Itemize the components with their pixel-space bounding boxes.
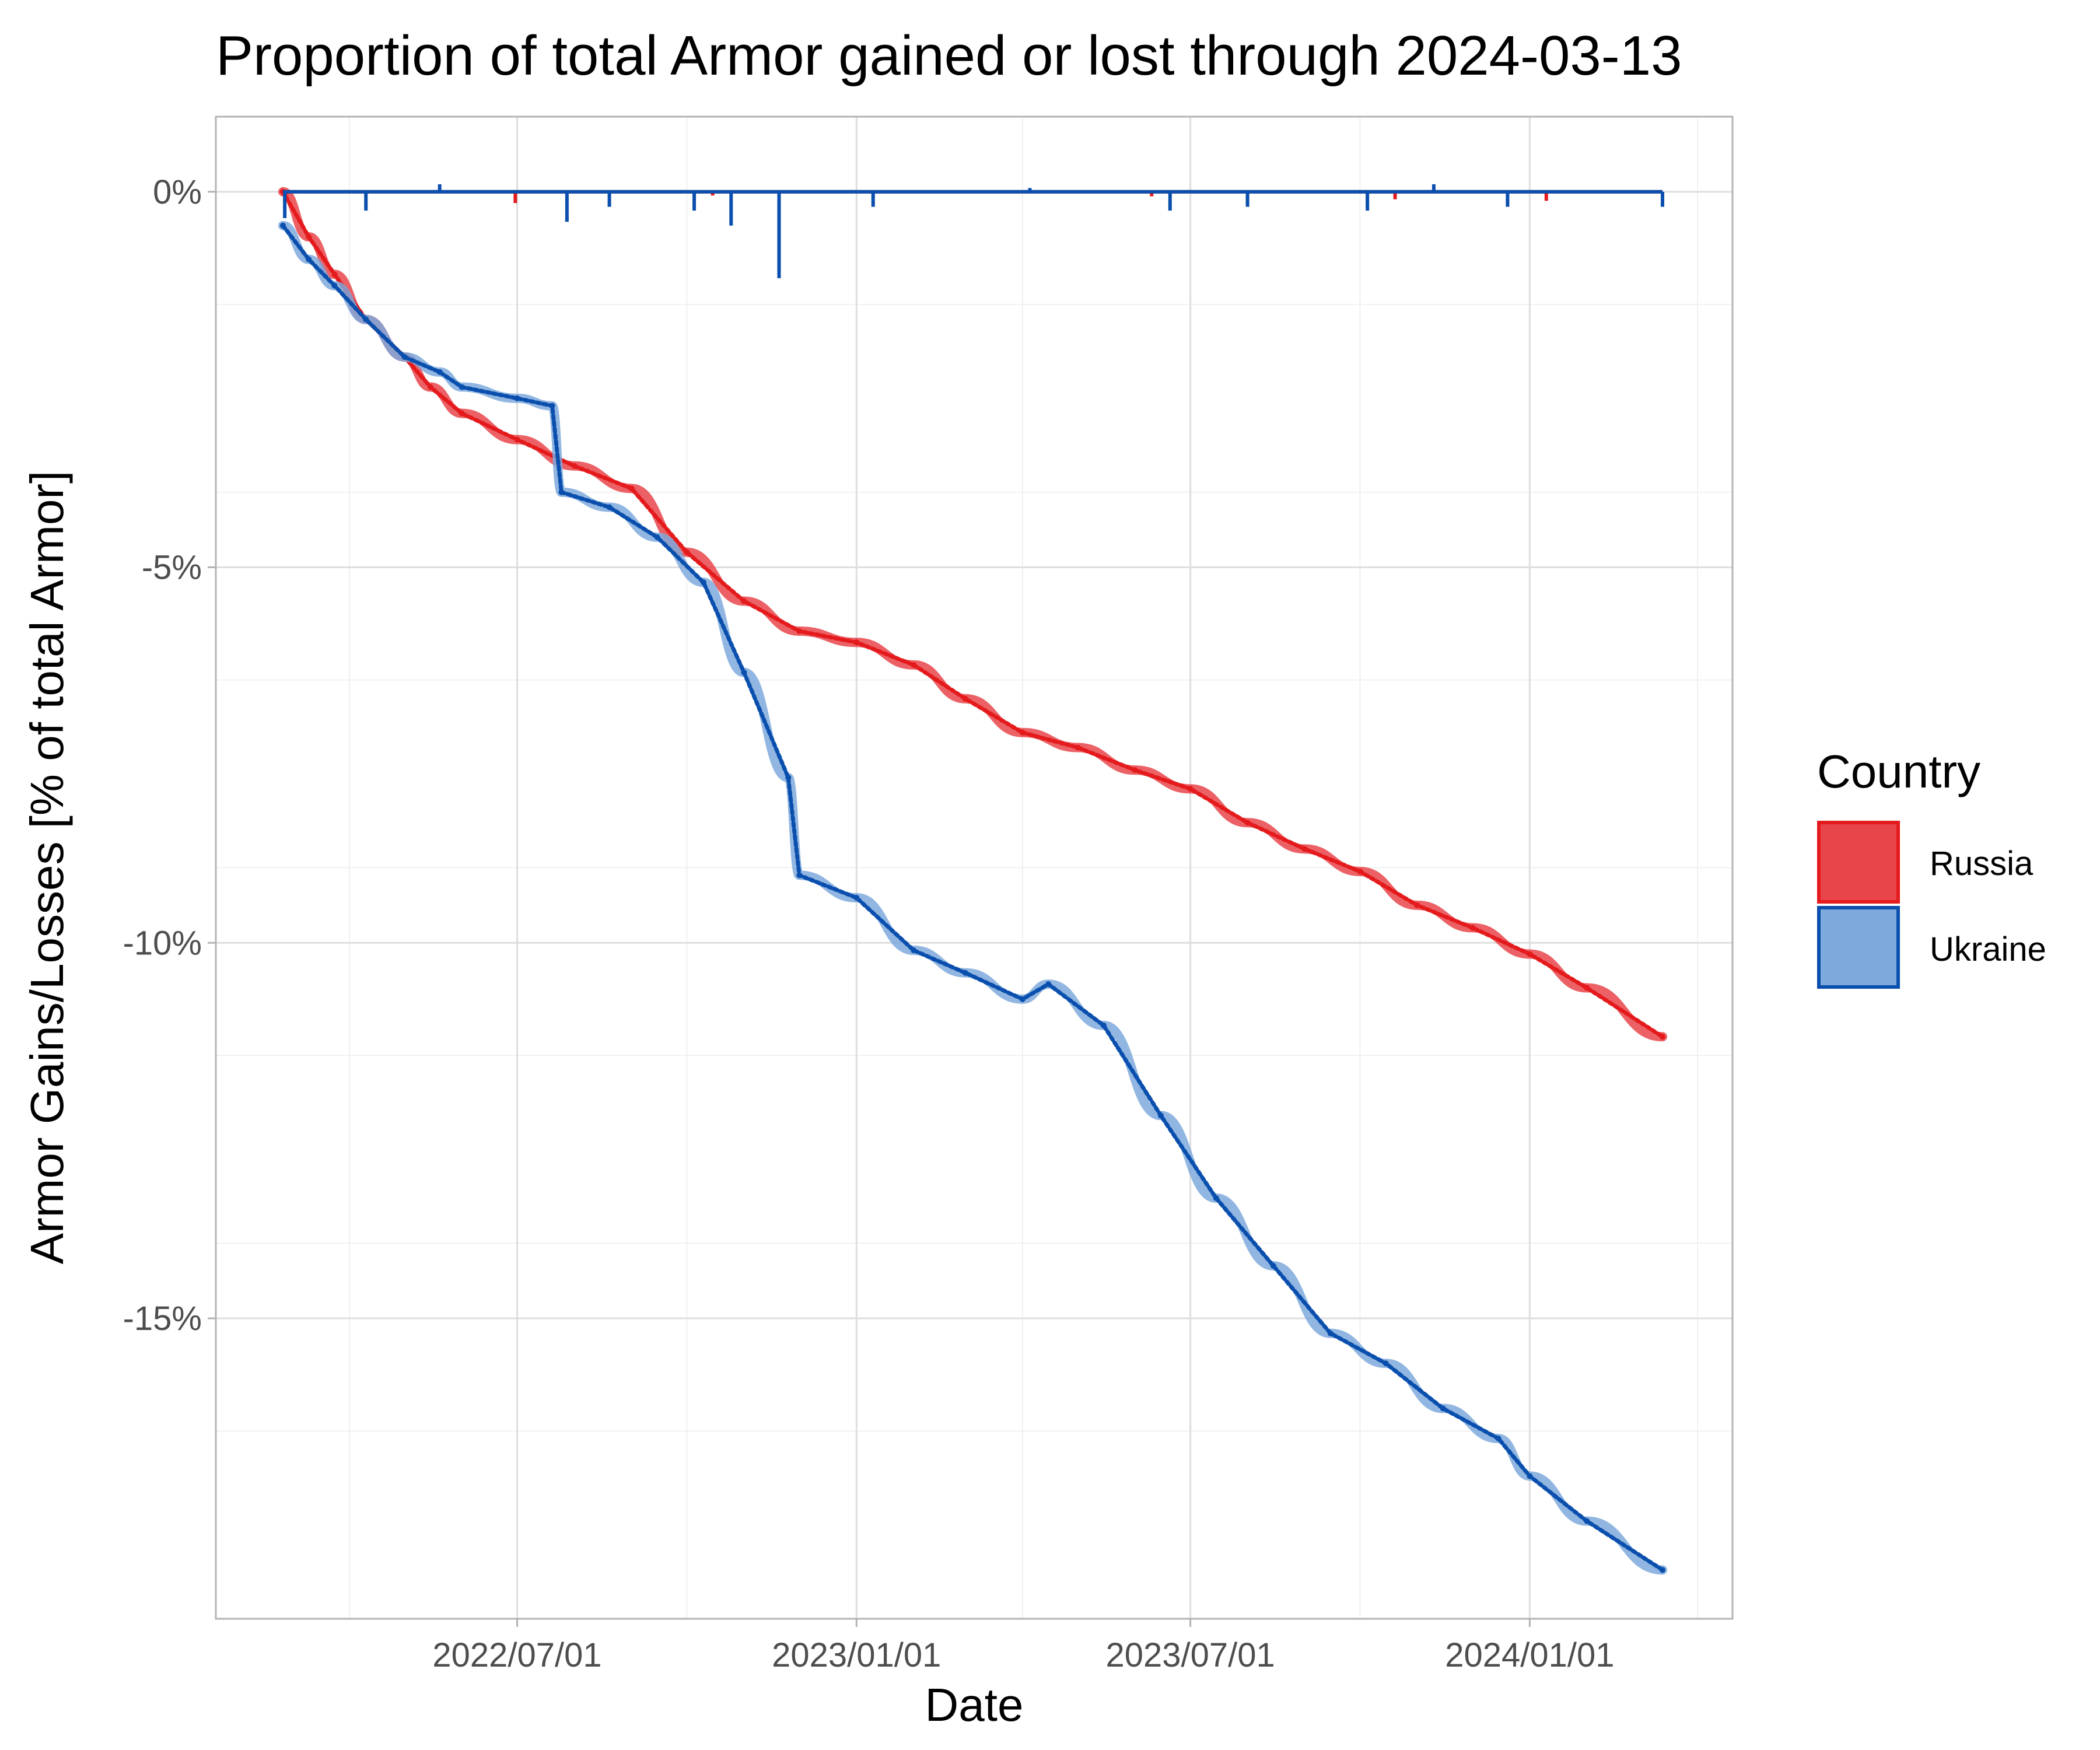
cumulative-line-russia: [281, 190, 1665, 1039]
cumulative-point-russia: [962, 695, 968, 702]
legend: Country Russia Ukraine: [1817, 746, 2046, 989]
cumulative-point-ukraine: [1440, 1405, 1446, 1412]
x-tick-label: 2023/01/01: [772, 1636, 941, 1674]
cumulative-point-ukraine: [1100, 1022, 1107, 1028]
cumulative-point-ukraine: [1045, 981, 1052, 988]
axis-layer: 0% -5% -10% -15% 2022/07/01 2023/01/01 2023/07…: [123, 173, 1615, 1674]
x-tick-label: 2022/07/01: [432, 1636, 601, 1674]
cumulative-point-ukraine: [363, 316, 369, 323]
cumulative-point-russia: [684, 549, 690, 555]
cumulative-point-ukraine: [1382, 1360, 1389, 1367]
cumulative-line-ukraine: [281, 223, 1665, 1572]
y-tick-label: -10%: [123, 924, 202, 962]
cumulative-point-russia: [514, 436, 520, 443]
cumulative-point-ukraine: [785, 775, 792, 780]
cumulative-point-ukraine: [514, 395, 520, 401]
cumulative-point-ukraine: [549, 402, 555, 409]
cumulative-point-russia: [1132, 767, 1138, 774]
legend-label-russia: Russia: [1930, 845, 2034, 883]
cumulative-point-ukraine: [606, 504, 612, 510]
cumulative-point-russia: [1660, 1034, 1665, 1040]
y-tick-label: 0%: [153, 173, 202, 211]
cumulative-point-ukraine: [1213, 1195, 1219, 1201]
cumulative-point-ukraine: [1270, 1262, 1276, 1269]
cumulative-point-ukraine: [1527, 1473, 1533, 1479]
cumulative-point-ukraine: [1660, 1567, 1665, 1573]
cumulative-point-russia: [853, 639, 860, 646]
cumulative-point-ukraine: [1327, 1330, 1334, 1336]
cumulative-point-russia: [741, 598, 747, 604]
cumulative-point-ukraine: [436, 369, 443, 375]
plot-panel-border: [215, 116, 1734, 1620]
cumulative-point-ukraine: [1584, 1518, 1590, 1524]
cumulative-point-russia: [911, 662, 917, 668]
x-tick-label: 2024/01/01: [1445, 1636, 1614, 1674]
cumulative-point-ukraine: [741, 669, 747, 676]
cumulative-point-russia: [427, 384, 433, 390]
legend-key-russia: [1817, 821, 1900, 904]
cumulative-point-ukraine: [280, 222, 286, 229]
cumulative-point-russia: [1244, 820, 1251, 826]
x-tick-label: 2023/07/01: [1105, 1636, 1275, 1674]
cumulative-point-ukraine: [654, 534, 660, 540]
cumulative-point-russia: [306, 234, 312, 240]
legend-key-ukraine: [1817, 906, 1900, 989]
cumulative-point-russia: [459, 410, 465, 416]
cumulative-point-ukraine: [1158, 1112, 1164, 1119]
cumulative-point-ukraine: [962, 970, 968, 976]
legend-title: Country: [1817, 746, 1980, 797]
cumulative-point-ukraine: [306, 256, 312, 262]
cumulative-point-russia: [1584, 985, 1590, 991]
y-tick-label: -5%: [142, 549, 202, 587]
cumulative-point-russia: [1357, 868, 1363, 874]
cumulative-point-russia: [1469, 925, 1476, 931]
cumulative-point-ukraine: [1495, 1436, 1502, 1441]
cumulative-point-ukraine: [401, 354, 408, 360]
series-layer: [278, 184, 1667, 1575]
cumulative-point-ukraine: [459, 384, 465, 390]
y-tick-label: -15%: [123, 1300, 202, 1338]
grid-layer: [216, 116, 1732, 1619]
chart-title: Proportion of total Armor gained or lost…: [216, 24, 1682, 87]
cumulative-point-ukraine: [796, 872, 803, 878]
cumulative-point-russia: [1301, 846, 1308, 852]
cumulative-point-russia: [571, 463, 578, 469]
cumulative-point-ukraine: [700, 579, 706, 586]
cumulative-point-russia: [1074, 744, 1081, 751]
cumulative-point-russia: [1187, 786, 1194, 792]
cumulative-point-russia: [796, 628, 803, 634]
cumulative-point-russia: [628, 485, 635, 492]
cumulative-point-ukraine: [911, 947, 917, 954]
cumulative-point-ukraine: [331, 282, 338, 289]
smooth-trend-russia: [278, 187, 1667, 1042]
legend-label-ukraine: Ukraine: [1930, 930, 2046, 968]
x-axis-title: Date: [925, 1679, 1024, 1731]
cumulative-point-russia: [1527, 951, 1533, 957]
cumulative-point-ukraine: [853, 895, 860, 901]
y-axis-title: Armor Gains/Losses [% of total Armor]: [21, 471, 73, 1264]
cumulative-point-ukraine: [558, 489, 565, 495]
cumulative-point-russia: [331, 271, 338, 278]
cumulative-point-russia: [1414, 902, 1420, 908]
cumulative-point-russia: [1019, 729, 1026, 736]
cumulative-point-ukraine: [1019, 996, 1026, 1002]
